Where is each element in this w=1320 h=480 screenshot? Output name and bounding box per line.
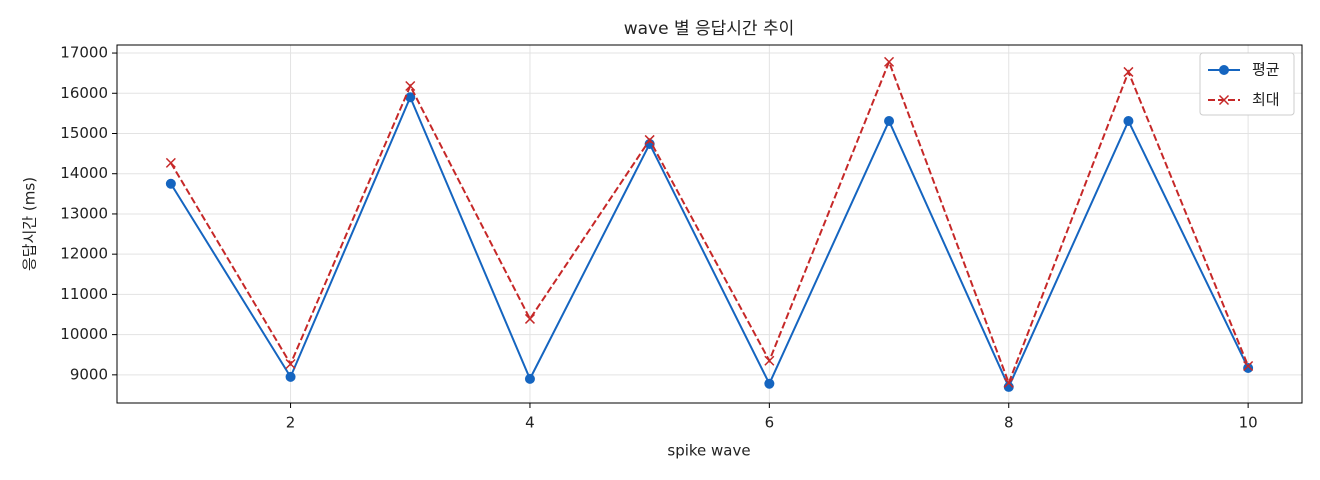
plot-frame [116,44,1303,404]
marker [405,80,416,92]
marker [1218,94,1230,106]
y-tick-label: 10000 [60,325,108,343]
marker [1243,363,1254,374]
marker [285,358,296,370]
x-tick-label: 2 [286,414,296,432]
y-tick-label: 11000 [60,285,108,303]
marker [644,134,655,145]
marker [405,92,416,103]
legend-label: 최대 [1252,91,1280,109]
x-tick-label: 6 [765,414,775,432]
marker [285,371,296,382]
marker [1123,66,1134,77]
x-tick-label: 8 [1004,414,1014,432]
x-axis-label: spike wave [667,442,750,460]
marker [524,313,535,324]
y-tick-label: 9000 [70,365,108,383]
y-tick-label: 13000 [60,204,108,222]
legend-box [1199,52,1295,116]
legend-label: 평균 [1252,61,1280,79]
marker [764,355,775,366]
y-tick-label: 12000 [60,245,108,263]
marker [524,373,535,384]
series-line [170,94,1250,390]
y-tick-label: 17000 [60,44,108,62]
marker [165,178,176,189]
y-axis-label: 응답시간 (ms) [21,177,39,271]
marker [884,116,895,127]
marker [884,56,895,67]
marker [1003,377,1014,388]
marker [1123,116,1134,127]
x-tick-label: 10 [1239,414,1258,432]
x-tick-label: 4 [525,414,535,432]
y-tick-label: 16000 [60,84,108,102]
y-tick-label: 15000 [60,124,108,142]
y-tick-label: 14000 [60,164,108,182]
marker [1219,65,1229,75]
chart-title: wave 별 응답시간 추이 [624,19,795,39]
series-line [170,59,1250,386]
marker [764,378,775,389]
marker [1243,360,1254,372]
marker [165,157,176,168]
